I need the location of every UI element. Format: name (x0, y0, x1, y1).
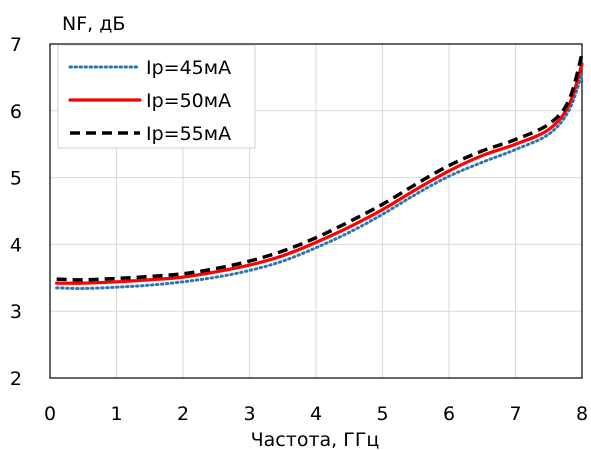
x-tick-label: 8 (576, 403, 588, 425)
x-tick-label: 5 (376, 403, 388, 425)
y-tick-label: 5 (10, 168, 22, 190)
x-tick-label: 3 (243, 403, 255, 425)
x-tick-label: 7 (509, 403, 521, 425)
y-tick-label: 3 (10, 301, 22, 323)
x-tick-label: 6 (443, 403, 455, 425)
y-axis-label: NF, дБ (62, 13, 125, 35)
y-tick-label: 6 (10, 101, 22, 123)
legend-label-2: Ip=50мА (146, 90, 231, 112)
x-tick-label: 0 (44, 403, 56, 425)
legend-label-1: Ip=45мА (146, 57, 231, 79)
y-tick-label: 4 (10, 234, 22, 256)
y-tick-label: 7 (10, 34, 22, 56)
y-tick-labels: 2 3 4 5 6 7 (10, 34, 22, 390)
legend-label-3: Ip=55мА (146, 123, 231, 145)
series-layer (55, 53, 584, 290)
series-line-1 (55, 72, 584, 290)
x-tick-labels: 0 1 2 3 4 5 6 7 8 (44, 403, 588, 425)
legend-items: Ip=45мА Ip=50мА Ip=55мА (68, 57, 231, 145)
plot-frame (49, 43, 583, 379)
x-tick-label: 4 (310, 403, 322, 425)
legend-box (57, 44, 256, 149)
series-line-2 (55, 62, 584, 285)
x-tick-label: 1 (110, 403, 122, 425)
legend: Ip=45мА Ip=50мА Ip=55мА (57, 44, 256, 149)
x-tick-label: 2 (177, 403, 189, 425)
x-axis-label: Частота, ГГц (251, 429, 380, 450)
y-tick-label: 2 (10, 368, 22, 390)
